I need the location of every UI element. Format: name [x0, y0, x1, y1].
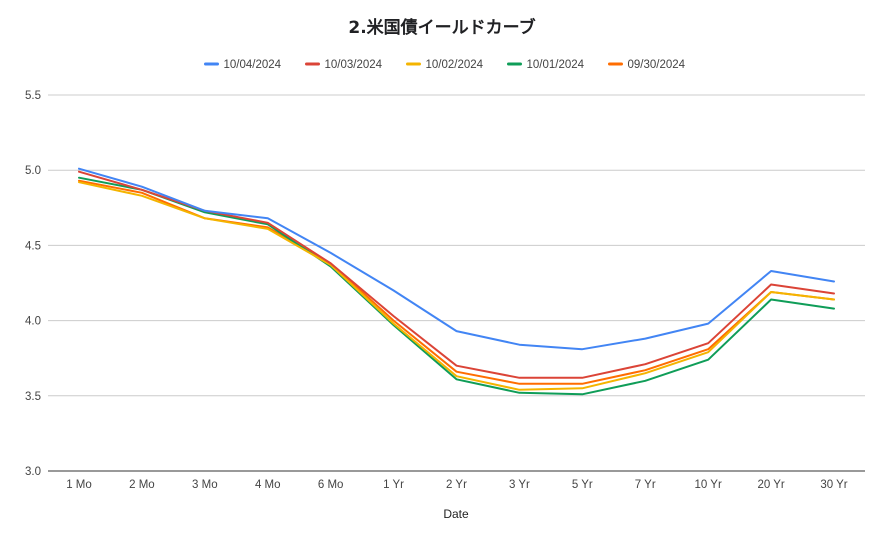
x-tick-label: 2 Mo [129, 479, 155, 491]
legend-item-3: 10/01/2024 [507, 59, 585, 71]
legend-label: 09/30/2024 [628, 59, 686, 71]
x-tick-label: 7 Yr [635, 479, 656, 491]
legend-item-4: 09/30/2024 [608, 59, 686, 71]
series-line-4 [78, 179, 835, 385]
legend-label: 10/03/2024 [325, 59, 383, 71]
series-lines [78, 167, 835, 396]
x-tick-label: 1 Yr [383, 479, 404, 491]
x-tick-label: 30 Yr [820, 479, 847, 491]
y-axis-ticks: 3.0 3.5 4.0 4.5 5.0 5.5 [25, 90, 41, 478]
x-tick-label: 4 Mo [255, 479, 281, 491]
x-tick-label: 3 Yr [509, 479, 530, 491]
legend-item-2: 10/02/2024 [406, 59, 484, 71]
x-tick-label: 20 Yr [757, 479, 784, 491]
legend-item-0: 10/04/2024 [204, 59, 282, 71]
x-tick-label: 2 Yr [446, 479, 467, 491]
x-tick-label: 1 Mo [66, 479, 92, 491]
chart-title: 2.米国債イールドカーブ [348, 17, 535, 38]
y-tick-label: 5.0 [25, 165, 41, 177]
legend-item-1: 10/03/2024 [305, 59, 383, 71]
y-tick-label: 3.0 [25, 466, 41, 478]
x-tick-label: 3 Mo [192, 479, 218, 491]
y-tick-label: 3.5 [25, 391, 41, 403]
legend-label: 10/02/2024 [426, 59, 484, 71]
y-tick-label: 5.5 [25, 90, 41, 102]
legend: 10/04/2024 10/03/2024 10/02/2024 10/01/2024… [204, 59, 686, 71]
series-line-2 [78, 181, 835, 391]
x-axis-title: Date [443, 507, 469, 521]
gridlines [48, 94, 865, 472]
series-line-3 [78, 176, 835, 396]
legend-label: 10/04/2024 [224, 59, 282, 71]
series-line-0 [78, 167, 835, 351]
x-axis-ticks: 1 Mo 2 Mo 3 Mo 4 Mo 6 Mo 1 Yr 2 Yr 3 Yr 5 Yr 7 Yr… [66, 479, 848, 491]
legend-label: 10/01/2024 [527, 59, 585, 71]
y-tick-label: 4.0 [25, 316, 41, 328]
x-tick-label: 6 Mo [318, 479, 344, 491]
y-tick-label: 4.5 [25, 240, 41, 252]
x-tick-label: 10 Yr [695, 479, 722, 491]
x-tick-label: 5 Yr [572, 479, 593, 491]
